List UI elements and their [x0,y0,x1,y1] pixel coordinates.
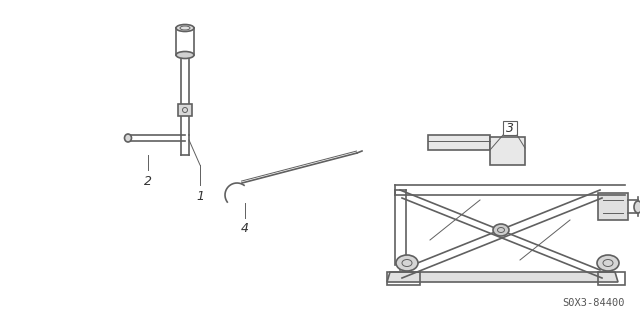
Text: 2: 2 [144,175,152,188]
Polygon shape [598,193,628,220]
Polygon shape [428,135,490,150]
Ellipse shape [176,51,194,58]
Text: 1: 1 [196,190,204,203]
Ellipse shape [597,255,619,271]
Text: S0X3-84400: S0X3-84400 [563,298,625,308]
Text: 3: 3 [506,122,514,135]
Ellipse shape [125,134,131,142]
Ellipse shape [634,201,640,213]
Polygon shape [490,137,525,165]
Ellipse shape [493,224,509,236]
Bar [503,121,517,135]
Text: 4: 4 [241,222,249,235]
Polygon shape [387,272,618,282]
Ellipse shape [176,25,194,32]
Bar [178,104,192,116]
Ellipse shape [396,255,418,271]
